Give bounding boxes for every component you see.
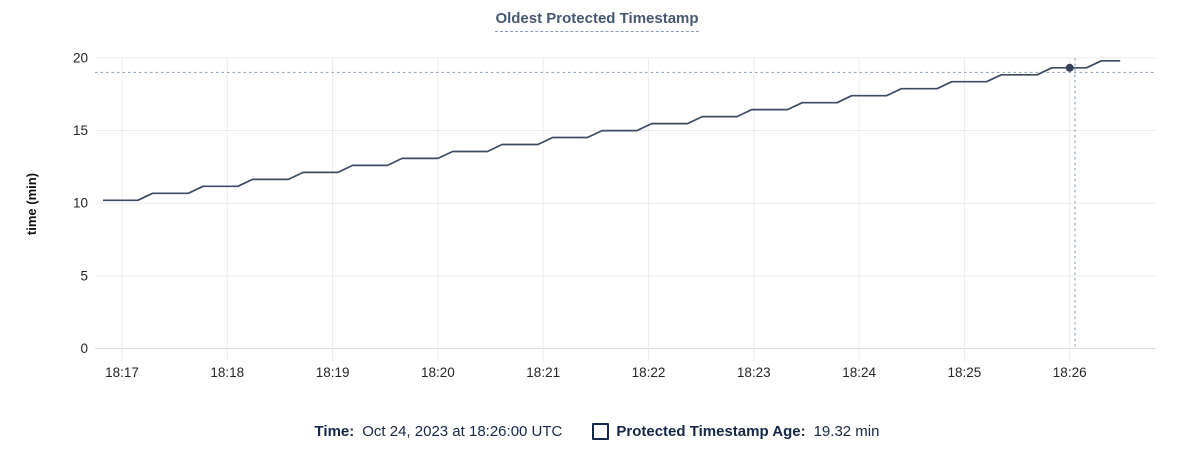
series-line-protected-timestamp-age [103, 59, 1121, 202]
highlighted-point[interactable] [1065, 63, 1074, 72]
legend-time-value: Oct 24, 2023 at 18:26:00 UTC [362, 423, 563, 440]
x-tick-label: 18:18 [210, 365, 244, 380]
x-tick-label: 18:24 [842, 365, 876, 380]
x-tick-label: 18:22 [632, 365, 666, 380]
x-tick-label: 18:17 [105, 365, 139, 380]
x-tick-label: 18:20 [421, 365, 455, 380]
y-tick-label: 15 [73, 123, 88, 138]
y-tick-label: 5 [80, 268, 88, 283]
x-tick-label: 18:23 [737, 365, 771, 380]
y-tick-label: 0 [80, 341, 88, 356]
legend-series-value: 19.32 min [813, 423, 880, 440]
x-tick-label: 18:21 [526, 365, 560, 380]
y-tick-label: 20 [73, 50, 88, 65]
chart-title[interactable]: Oldest Protected Timestamp [495, 10, 699, 32]
legend-series-label: Protected Timestamp Age: [616, 423, 806, 440]
chart-title-row: Oldest Protected Timestamp [0, 10, 1194, 32]
x-tick-label: 18:25 [948, 365, 982, 380]
legend-time-label: Time: [314, 423, 355, 440]
chart-legend: Time: Oct 24, 2023 at 18:26:00 UTC Prote… [0, 423, 1194, 440]
y-tick-label: 10 [73, 196, 88, 211]
series-checkbox-icon[interactable] [592, 423, 610, 440]
x-tick-label: 18:26 [1053, 365, 1087, 380]
chart-canvas[interactable]: 0 5 10 15 20 18:17 18:18 18:19 18:20 18:21 18:22 18… [0, 0, 1194, 400]
x-tick-label: 18:19 [316, 365, 350, 380]
